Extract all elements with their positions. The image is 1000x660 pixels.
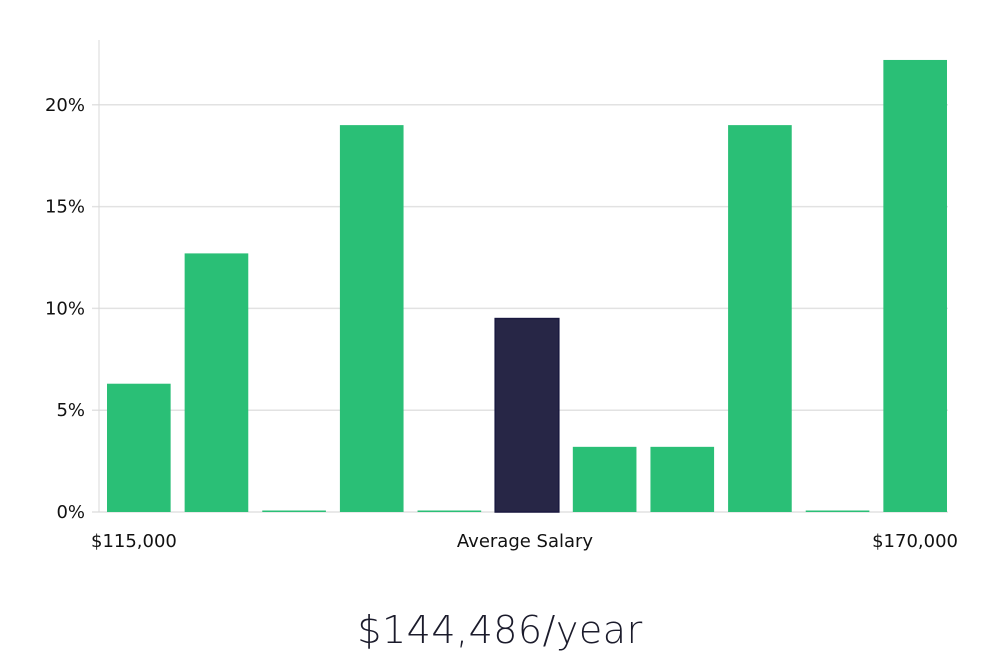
y-axis-ticks: 0% 5% 10% 15% 20% — [45, 95, 85, 523]
bar-highlighted[interactable] — [494, 317, 560, 513]
bar[interactable] — [184, 253, 249, 512]
bar[interactable] — [262, 510, 326, 513]
x-axis-title: Average Salary — [457, 531, 594, 552]
bar[interactable] — [107, 383, 171, 512]
bar[interactable] — [572, 446, 637, 512]
x-end-label: $170,000 — [872, 531, 958, 552]
average-salary-value: $144,486/year — [357, 608, 643, 652]
y-tick-label: 10% — [45, 298, 85, 319]
salary-histogram-chart: 0% 5% 10% 15% 20% $115,000 Average Salary $1… — [45, 40, 958, 552]
y-tick-label: 5% — [56, 400, 85, 421]
bar[interactable] — [417, 510, 482, 513]
y-tick-label: 15% — [45, 197, 85, 218]
bar[interactable] — [650, 446, 715, 512]
bar[interactable] — [805, 510, 870, 513]
bar[interactable] — [883, 59, 947, 512]
bar[interactable] — [728, 125, 792, 513]
y-tick-label: 0% — [56, 502, 85, 523]
bars — [107, 59, 947, 513]
x-start-label: $115,000 — [91, 531, 177, 552]
bar[interactable] — [339, 125, 404, 513]
y-tick-label: 20% — [45, 95, 85, 116]
